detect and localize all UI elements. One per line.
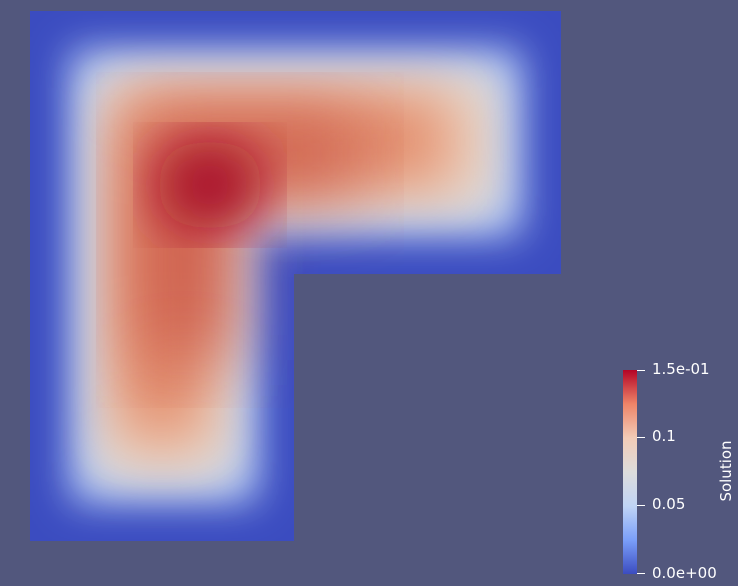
tick-mark-0-1 [637,437,645,438]
tick-label-min: 0.0e+00 [652,564,717,582]
scalar-bar-title: Solution [717,440,735,502]
tick-mark-0-05 [637,505,645,506]
l-shaped-domain [30,11,561,541]
tick-label-0-05: 0.05 [652,495,686,513]
tick-label-0-1: 0.1 [652,427,676,445]
tick-label-max: 1.5e-01 [652,360,710,378]
color-scale-bar [623,370,637,574]
tick-mark-min [637,573,645,574]
tick-mark-max [637,370,645,371]
